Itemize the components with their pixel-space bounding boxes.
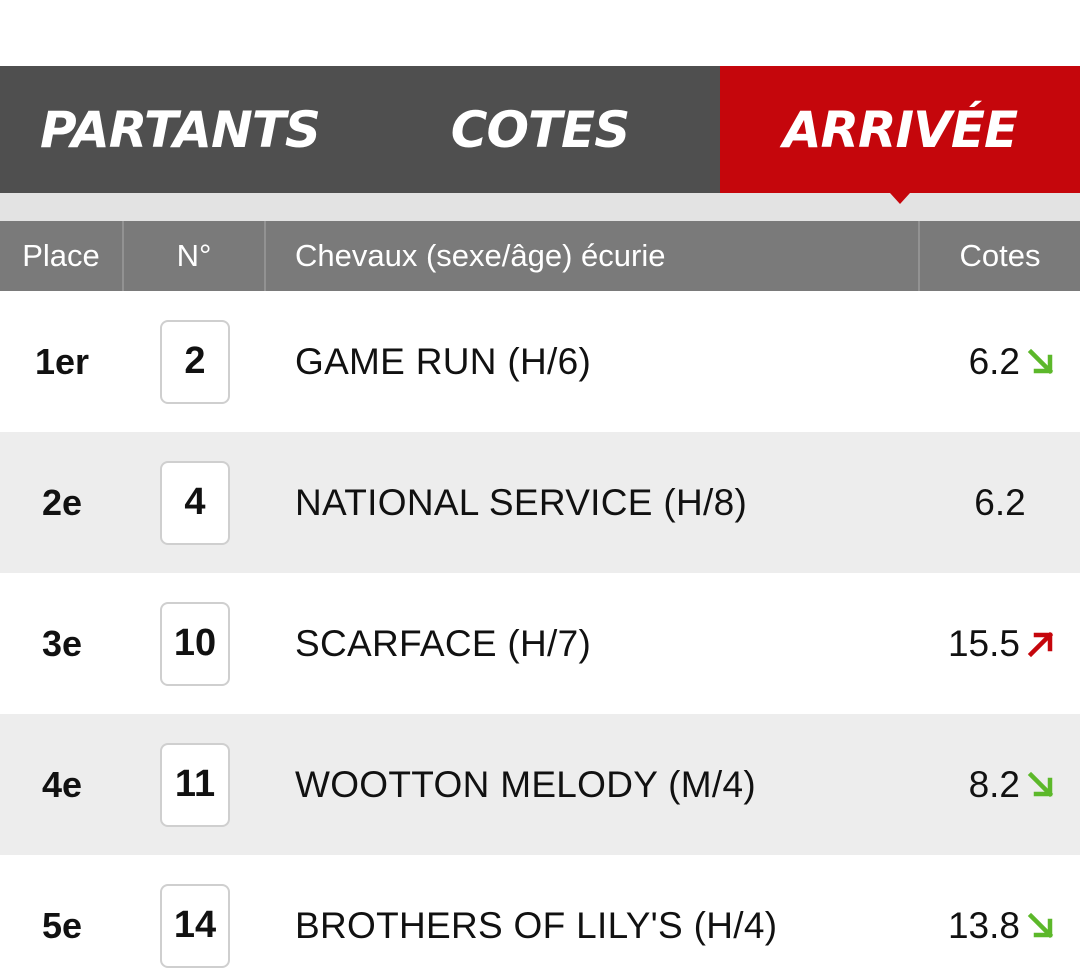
tab-arrivee-label: ARRIVÉE bbox=[782, 100, 1018, 159]
tab-partants-label: PARTANTS bbox=[40, 100, 321, 159]
top-spacer bbox=[0, 0, 1080, 66]
header-horse: Chevaux (sexe/âge) écurie bbox=[266, 221, 920, 291]
table-row[interactable]: 1er 2 GAME RUN (H/6) 6.2 bbox=[0, 291, 1080, 432]
arrow-down-right-icon bbox=[1027, 348, 1054, 374]
table-row[interactable]: 3e 10 SCARFACE (H/7) 15.5 bbox=[0, 573, 1080, 714]
odds-cell: 15.5 bbox=[920, 623, 1080, 665]
race-tabs: PARTANTS COTES ARRIVÉE bbox=[0, 66, 1080, 204]
horse-name: SCARFACE (H/7) bbox=[295, 622, 592, 664]
horse-name: GAME RUN (H/6) bbox=[295, 340, 592, 382]
results-table-body: 1er 2 GAME RUN (H/6) 6.2 2e 4 NATIONAL SERVICE… bbox=[0, 291, 1080, 974]
horse-number-badge: 10 bbox=[160, 601, 230, 686]
horse-number-badge: 11 bbox=[160, 742, 230, 827]
horse-number-badge: 2 bbox=[160, 319, 230, 404]
odds-value: 8.2 bbox=[968, 763, 1020, 805]
number-cell: 10 bbox=[124, 601, 266, 686]
odds-value: 15.5 bbox=[947, 622, 1020, 664]
place-cell: 5e bbox=[41, 904, 83, 946]
horse-number-badge: 4 bbox=[160, 460, 230, 545]
header-odds: Cotes bbox=[959, 238, 1041, 273]
header-place: Place bbox=[0, 221, 124, 291]
place-cell: 2e bbox=[41, 481, 83, 523]
separator-strip bbox=[0, 193, 1080, 221]
odds-cell: 8.2 bbox=[920, 764, 1080, 806]
arrow-down-right-icon bbox=[1027, 771, 1054, 797]
arrow-down-right-icon bbox=[1027, 912, 1054, 938]
tab-cotes-label: COTES bbox=[450, 100, 630, 159]
number-cell: 14 bbox=[124, 883, 266, 968]
odds-cell: 6.2 bbox=[920, 341, 1080, 383]
odds-value: 13.8 bbox=[947, 904, 1020, 946]
horse-name: WOOTTON MELODY (M/4) bbox=[295, 763, 756, 805]
tab-partants[interactable]: PARTANTS bbox=[0, 66, 360, 193]
arrow-up-right-icon bbox=[1027, 631, 1054, 657]
odds-cell: 13.8 bbox=[920, 905, 1080, 947]
place-cell: 1er bbox=[34, 340, 90, 382]
odds-cell: 6.2 bbox=[920, 482, 1080, 524]
odds-value: 6.2 bbox=[968, 340, 1020, 382]
table-row[interactable]: 2e 4 NATIONAL SERVICE (H/8) 6.2 bbox=[0, 432, 1080, 573]
number-cell: 4 bbox=[124, 460, 266, 545]
number-cell: 2 bbox=[124, 319, 266, 404]
table-row[interactable]: 4e 11 WOOTTON MELODY (M/4) 8.2 bbox=[0, 714, 1080, 855]
odds-value: 6.2 bbox=[974, 481, 1026, 523]
table-row[interactable]: 5e 14 BROTHERS OF LILY'S (H/4) 13.8 bbox=[0, 855, 1080, 974]
tab-arrivee[interactable]: ARRIVÉE bbox=[720, 66, 1080, 204]
table-header: Place N° Chevaux (sexe/âge) écurie Cotes bbox=[0, 221, 1080, 291]
place-cell: 4e bbox=[41, 763, 83, 805]
tab-cotes[interactable]: COTES bbox=[360, 66, 720, 193]
horse-name: BROTHERS OF LILY'S (H/4) bbox=[295, 904, 778, 946]
active-tab-pointer bbox=[890, 193, 910, 204]
horse-name: NATIONAL SERVICE (H/8) bbox=[295, 481, 748, 523]
header-number: N° bbox=[124, 221, 266, 291]
horse-number-badge: 14 bbox=[160, 883, 230, 968]
number-cell: 11 bbox=[124, 742, 266, 827]
place-cell: 3e bbox=[41, 622, 83, 664]
